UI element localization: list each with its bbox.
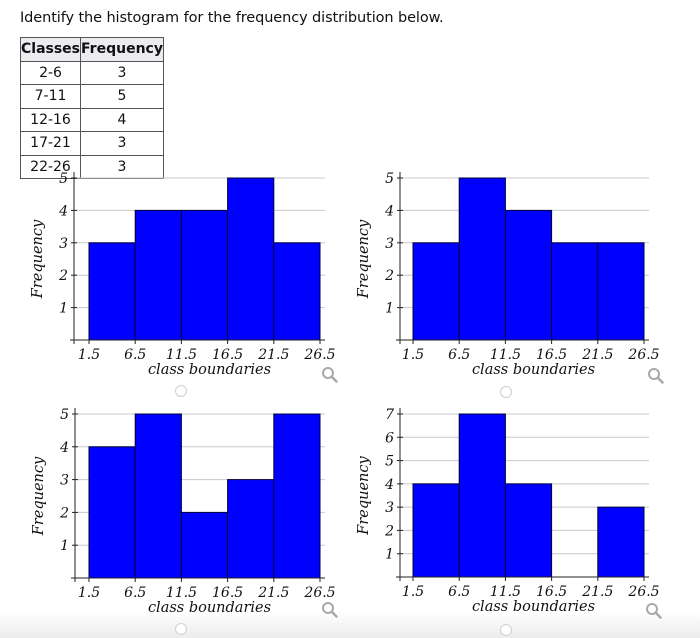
x-tick-label: 11.5 — [490, 584, 521, 600]
y-tick-label: 2 — [384, 523, 394, 539]
y-tick-label: 3 — [59, 236, 68, 252]
table-row: 12-16 4 — [19, 107, 164, 132]
frequency-cell: 5 — [80, 84, 164, 109]
x-tick-label: 11.5 — [490, 347, 521, 363]
histogram-bar — [458, 413, 506, 578]
histogram-bar — [597, 506, 645, 578]
histogram-bar — [458, 177, 506, 341]
y-axis-title: Frequency — [30, 219, 46, 299]
x-tick-label: 1.5 — [78, 585, 100, 601]
y-tick-label: 5 — [385, 454, 394, 470]
x-tick-label: 1.5 — [78, 347, 100, 363]
histogram-bar — [134, 209, 182, 341]
x-axis-title: class boundaries — [148, 362, 271, 378]
y-axis-title: Frequency — [31, 456, 47, 536]
class-cell: 2-6 — [19, 60, 82, 85]
y-tick-label: 3 — [385, 236, 394, 252]
histogram-bar — [273, 242, 321, 341]
x-tick-label: 6.5 — [448, 347, 470, 363]
zoom-magnifier-icon[interactable] — [647, 367, 665, 385]
bottom-fade — [0, 612, 700, 638]
histogram-bar — [88, 446, 136, 579]
table-header-row: Classes Frequency — [19, 37, 164, 62]
y-tick-label: 5 — [385, 171, 394, 187]
x-tick-label: 26.5 — [627, 347, 659, 363]
class-cell: 22-26 — [19, 154, 82, 179]
x-tick-label: 11.5 — [166, 585, 197, 601]
answer-radio-option-c[interactable] — [175, 623, 187, 635]
y-axis-title: Frequency — [356, 219, 372, 299]
frequency-cell: 3 — [80, 154, 164, 179]
question-prompt: Identify the histogram for the frequency… — [20, 10, 444, 26]
y-tick-label: 2 — [384, 268, 394, 284]
x-tick-label: 26.5 — [303, 585, 335, 601]
histogram-bar — [88, 242, 136, 341]
histogram-bar — [597, 242, 645, 341]
x-tick-label: 26.5 — [627, 584, 659, 600]
table-row: 7-11 5 — [19, 84, 164, 109]
y-tick-label: 1 — [385, 547, 394, 563]
x-tick-label: 21.5 — [257, 347, 289, 363]
answer-radio-option-d[interactable] — [500, 624, 512, 636]
y-axis-title: Frequency — [356, 455, 372, 535]
table-row: 2-6 3 — [19, 60, 164, 85]
histogram-bar — [180, 209, 229, 341]
column-header-frequency: Frequency — [80, 37, 164, 62]
y-tick-label: 3 — [385, 500, 394, 516]
x-tick-label: 16.5 — [212, 347, 243, 363]
y-tick-label: 1 — [385, 301, 394, 317]
y-tick-label: 4 — [58, 203, 68, 219]
histogram-bar — [412, 483, 460, 578]
y-tick-label: 2 — [58, 268, 68, 284]
x-tick-label: 21.5 — [257, 585, 289, 601]
y-tick-label: 5 — [60, 407, 69, 423]
histogram-bar — [273, 413, 321, 579]
y-tick-label: 4 — [384, 203, 394, 219]
y-tick-label: 2 — [59, 505, 69, 521]
histogram-bar — [412, 242, 460, 341]
x-tick-label: 6.5 — [448, 584, 470, 600]
y-tick-label: 4 — [384, 477, 394, 493]
histogram-bar — [551, 242, 599, 341]
x-tick-label: 26.5 — [303, 347, 335, 363]
x-tick-label: 6.5 — [124, 347, 146, 363]
x-axis-title: class boundaries — [472, 362, 595, 378]
x-tick-label: 16.5 — [536, 584, 567, 600]
histogram-bar — [227, 479, 275, 579]
x-tick-label: 11.5 — [166, 347, 197, 363]
histogram-bar — [134, 413, 182, 579]
histogram-bar — [504, 209, 553, 341]
histogram-bar — [180, 511, 229, 579]
zoom-magnifier-icon[interactable] — [321, 366, 339, 384]
histogram-bar — [504, 483, 553, 578]
frequency-cell: 3 — [80, 60, 164, 85]
y-tick-label: 1 — [59, 301, 68, 317]
x-tick-label: 16.5 — [212, 585, 243, 601]
x-tick-label: 1.5 — [402, 347, 424, 363]
y-tick-label: 1 — [60, 538, 69, 554]
y-tick-label: 6 — [385, 430, 394, 446]
frequency-table: Classes Frequency 2-6 3 7-11 5 12-16 4 1… — [19, 37, 164, 179]
x-tick-label: 21.5 — [581, 347, 613, 363]
answer-radio-option-b[interactable] — [500, 386, 512, 398]
class-cell: 17-21 — [19, 131, 82, 156]
x-tick-label: 21.5 — [581, 584, 613, 600]
table-row: 17-21 3 — [19, 131, 164, 156]
frequency-cell: 3 — [80, 131, 164, 156]
histogram-bar — [227, 177, 275, 341]
frequency-cell: 4 — [80, 107, 164, 132]
y-tick-label: 7 — [385, 407, 394, 423]
y-tick-label: 4 — [59, 440, 69, 456]
answer-radio-option-a[interactable] — [175, 385, 187, 397]
class-cell: 7-11 — [19, 84, 82, 109]
x-tick-label: 1.5 — [402, 584, 424, 600]
x-tick-label: 16.5 — [536, 347, 567, 363]
zoom-magnifier-icon[interactable] — [321, 601, 339, 619]
zoom-magnifier-icon[interactable] — [645, 602, 663, 620]
class-cell: 12-16 — [19, 107, 82, 132]
y-tick-label: 3 — [60, 473, 69, 489]
table-row: 22-26 3 — [19, 154, 164, 179]
x-tick-label: 6.5 — [124, 585, 146, 601]
column-header-classes: Classes — [19, 37, 82, 62]
